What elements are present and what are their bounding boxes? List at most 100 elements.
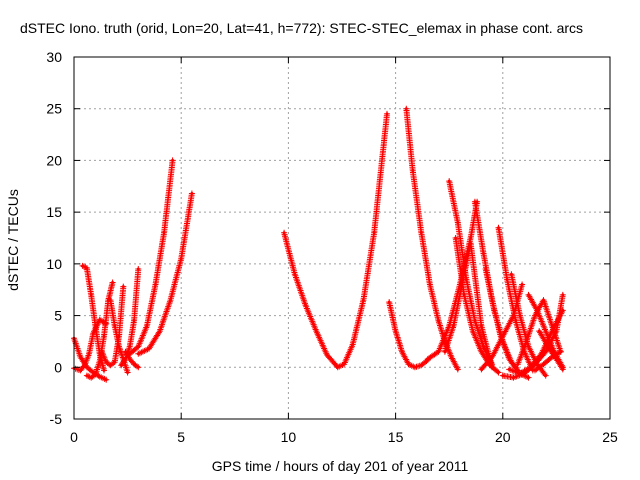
data-point (113, 360, 117, 364)
data-point (539, 352, 543, 356)
data-point (542, 362, 545, 366)
data-point (413, 365, 417, 369)
data-point (171, 158, 175, 162)
x-axis-title: GPS time / hours of day 201 of year 2011 (212, 458, 469, 474)
data-point (81, 264, 85, 268)
data-point (145, 324, 149, 328)
data-point (518, 314, 522, 318)
data-point (471, 329, 475, 333)
data-point (447, 324, 451, 328)
x-tick-label: 15 (388, 429, 404, 445)
data-point (488, 363, 492, 367)
data-point (479, 367, 483, 371)
chart-title: dSTEC Iono. truth (orid, Lon=20, Lat=41,… (20, 20, 583, 36)
data-point (361, 298, 365, 302)
data-point (132, 362, 136, 366)
series-10 (135, 190, 195, 357)
data-point (546, 345, 550, 349)
data-point (113, 324, 117, 328)
data-point (128, 357, 132, 361)
data-point (469, 236, 473, 240)
y-axis-title: dSTEC / TECUs (5, 189, 21, 291)
x-tick-label: 5 (177, 429, 185, 445)
data-point (533, 314, 537, 318)
data-point (529, 365, 533, 369)
data-point (509, 272, 513, 276)
data-point (87, 352, 91, 356)
plot-frame (73, 56, 611, 420)
data-point (136, 345, 140, 349)
data-point (509, 360, 513, 364)
data-point (98, 318, 102, 322)
series-5 (98, 283, 127, 369)
data-point (501, 334, 505, 338)
data-point (437, 319, 440, 323)
data-point (385, 112, 389, 116)
data-point (524, 339, 528, 343)
data-point (98, 375, 102, 379)
data-point (428, 283, 432, 286)
data-point (154, 283, 157, 286)
data-point (128, 352, 132, 356)
data-point (520, 283, 524, 286)
series-28 (536, 328, 566, 373)
data-point (452, 324, 455, 328)
data-point (479, 350, 483, 354)
data-point (419, 231, 423, 235)
data-point (479, 324, 483, 328)
data-point (282, 231, 286, 235)
data-point (93, 373, 97, 376)
data-point (561, 308, 565, 312)
y-tick-label: 10 (46, 256, 62, 272)
data-point (492, 308, 496, 312)
data-point (507, 367, 511, 371)
data-point (387, 300, 391, 304)
data-point (136, 267, 140, 271)
data-point (537, 329, 541, 333)
data-point (85, 266, 89, 270)
data-point (102, 368, 106, 372)
series-markers (126, 157, 176, 357)
data-point (78, 355, 82, 359)
y-tick-label: 20 (46, 152, 62, 168)
data-point (426, 357, 430, 361)
series-12 (386, 299, 431, 371)
data-point (104, 360, 108, 364)
data-point (117, 345, 121, 349)
data-point (336, 365, 340, 369)
y-tick-label: 30 (46, 49, 62, 65)
data-point (108, 363, 112, 367)
data-point (482, 345, 485, 349)
data-point (128, 345, 132, 349)
data-point (437, 350, 440, 354)
y-tick-label: 15 (46, 204, 62, 220)
data-point (89, 376, 93, 380)
data-point (505, 277, 509, 281)
data-point (93, 324, 97, 328)
series-11 (281, 110, 390, 371)
data-point (482, 252, 485, 255)
data-point (512, 376, 515, 380)
y-tick-label: 25 (46, 101, 62, 117)
data-point (443, 350, 447, 354)
data-point (351, 343, 355, 346)
y-tick-label: -5 (50, 411, 63, 427)
data-point (561, 367, 565, 371)
data-point (83, 363, 87, 367)
data-point (124, 357, 127, 361)
data-point (400, 350, 404, 354)
data-point (497, 226, 500, 230)
data-point (449, 355, 453, 359)
data-point (456, 221, 460, 224)
data-point (136, 352, 140, 356)
data-point (304, 303, 308, 307)
x-tick-label: 20 (495, 429, 511, 445)
data-point (535, 308, 539, 312)
data-point (293, 272, 297, 276)
data-point (325, 353, 329, 357)
series-markers (386, 299, 431, 371)
data-point (100, 350, 104, 354)
data-point (98, 359, 102, 363)
data-point (456, 367, 460, 371)
